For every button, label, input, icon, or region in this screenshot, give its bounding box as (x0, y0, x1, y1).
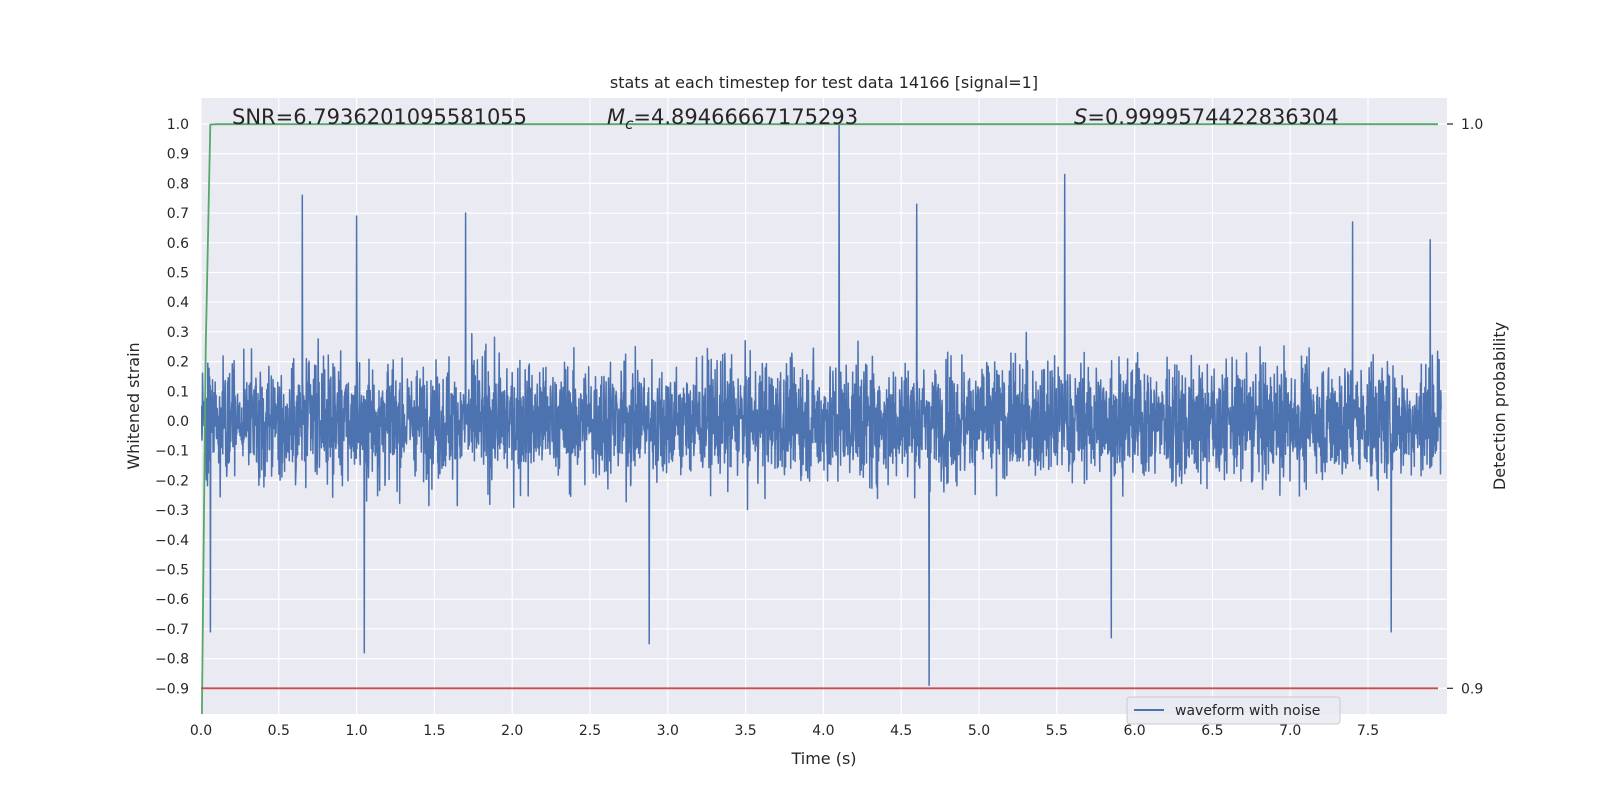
y-tick-label: −0.8 (155, 652, 189, 668)
y-tick-label: 0.3 (167, 325, 189, 341)
y-tick-label: 0.9 (167, 147, 189, 163)
x-tick-label: 1.5 (423, 723, 445, 739)
x-tick-label: 7.5 (1357, 723, 1379, 739)
x-tick-label: 3.5 (734, 723, 756, 739)
series-layer (201, 123, 1442, 714)
x-tick-label: 4.5 (890, 723, 912, 739)
chirp-mass-value: =4.89466667175293 (633, 105, 858, 129)
y-axis-label: Whitened strain (124, 342, 143, 469)
x-tick-label: 1.0 (345, 723, 367, 739)
y-tick-label: 0.6 (167, 236, 189, 252)
y-tick-label: −0.5 (155, 563, 189, 579)
x-tick-label: 0.0 (190, 723, 212, 739)
y-tick-label: −0.7 (155, 622, 189, 638)
chart-title: stats at each timestep for test data 141… (610, 73, 1038, 92)
y2-tick-label: 0.9 (1461, 681, 1483, 697)
y-tick-labels: 1.0 0.9 0.8 0.7 0.6 0.5 0.4 0.3 0.2 0.1 0.0 −0.1 −0.… (155, 117, 189, 697)
y-tick-label: 0.4 (167, 295, 189, 311)
y2-axis-label: Detection probability (1490, 322, 1509, 490)
series-detection-probability (201, 123, 1438, 714)
y-tick-label: 0.0 (167, 414, 189, 430)
y-tick-label: 0.8 (167, 176, 189, 192)
x-tick-label: 2.0 (501, 723, 523, 739)
y-tick-label: 1.0 (167, 117, 189, 133)
x-tick-label: 4.0 (812, 723, 834, 739)
chirp-mass-subscript: c (625, 115, 634, 133)
y2-tick-labels: 1.0 0.9 (1447, 117, 1483, 697)
x-tick-label: 0.5 (268, 723, 290, 739)
x-tick-label: 3.0 (657, 723, 679, 739)
y-tick-label: −0.6 (155, 592, 189, 608)
x-tick-label: 6.5 (1201, 723, 1223, 739)
series-waveform-with-noise (201, 123, 1442, 687)
score-symbol: S (1074, 105, 1087, 129)
y-tick-label: 0.7 (167, 206, 189, 222)
legend: waveform with noise (1126, 696, 1341, 725)
score-value: =0.9999574422836304 (1087, 105, 1338, 129)
y-tick-label: −0.1 (155, 444, 189, 460)
x-tick-label: 7.0 (1279, 723, 1301, 739)
chirp-mass-symbol: M (607, 105, 625, 129)
y-tick-label: 0.5 (167, 266, 189, 282)
y2-tick-label: 1.0 (1461, 117, 1483, 133)
x-tick-label: 5.5 (1046, 723, 1068, 739)
y-tick-label: 0.1 (167, 384, 189, 400)
chirp-mass-annotation: Mc=4.89466667175293 (607, 105, 858, 133)
y-tick-label: −0.2 (155, 473, 189, 489)
x-tick-labels: 0.0 0.5 1.0 1.5 2.0 2.5 3.0 3.5 4.0 4.5 5.0 5.5 6.0 6… (190, 723, 1379, 739)
legend-box (1126, 696, 1341, 725)
y-tick-label: −0.9 (155, 681, 189, 697)
x-tick-label: 5.0 (968, 723, 990, 739)
y-tick-label: 0.2 (167, 355, 189, 371)
y-tick-label: −0.3 (155, 503, 189, 519)
snr-annotation: SNR=6.7936201095581055 (232, 105, 527, 129)
y-tick-label: −0.4 (155, 533, 189, 549)
x-tick-label: 2.5 (579, 723, 601, 739)
x-tick-label: 6.0 (1123, 723, 1145, 739)
x-axis-label: Time (s) (790, 749, 856, 768)
legend-entry-waveform: waveform with noise (1175, 703, 1320, 719)
score-annotation: S=0.9999574422836304 (1074, 105, 1339, 129)
